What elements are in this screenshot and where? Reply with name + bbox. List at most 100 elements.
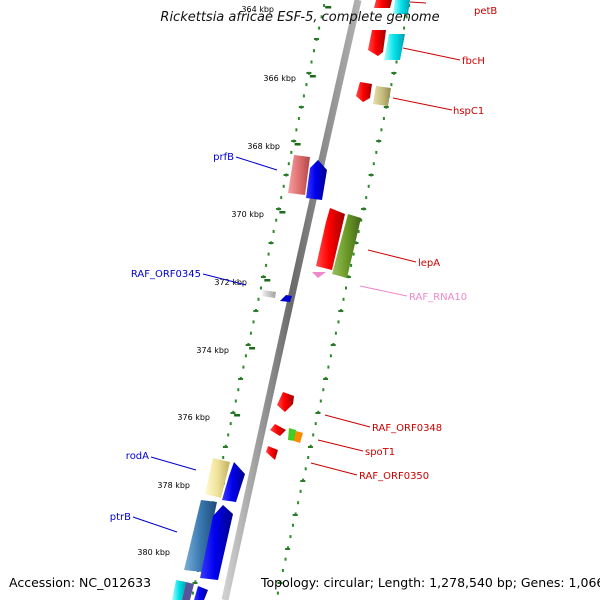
tick-label: 364 kbp [241, 5, 274, 14]
gene-label-RAF_ORF0345[interactable]: RAF_ORF0345 [131, 269, 201, 280]
track-dash [192, 582, 198, 584]
gene-label-petB[interactable]: petB [474, 6, 497, 17]
gene-label-hspC1[interactable]: hspC1 [453, 106, 484, 117]
track-dot [249, 331, 252, 335]
track-dot [302, 94, 305, 98]
genome-summary-text: Topology: circular; Length: 1,278,540 bp… [261, 575, 600, 590]
genome-backbone [221, 0, 362, 600]
track-dash [368, 174, 374, 176]
tick-mark [234, 414, 241, 417]
gene-feature[interactable] [270, 424, 286, 436]
track-dash [276, 208, 282, 210]
track-dot [342, 297, 345, 301]
gene-feature[interactable] [266, 446, 278, 460]
track-dot [234, 399, 237, 403]
track-dot [322, 388, 325, 392]
ruler: 364 kbp 366 kbp 368 kbp 370 kbp 372 kbp … [137, 5, 332, 557]
tick-label: 372 kbp [214, 278, 247, 287]
track-dot [227, 433, 230, 437]
tick-mark [325, 6, 332, 9]
gene-labels: petB fbcH hspC1 prfB lepA RAF_ORF0345 RA… [110, 6, 498, 523]
track-dot [304, 467, 307, 471]
gene-label-fbcH[interactable]: fbcH [462, 56, 485, 67]
track-dot [194, 580, 197, 584]
track-dot [297, 501, 300, 505]
track-dot [382, 117, 385, 120]
track-dot [242, 365, 245, 369]
track-dot [260, 286, 262, 290]
track-dash [291, 140, 297, 142]
track-dot [405, 15, 408, 19]
gene-label-RAF_ORF0348[interactable]: RAF_ORF0348 [372, 423, 442, 434]
track-dot [345, 286, 347, 290]
track-dot [284, 557, 287, 561]
tick-label: 368 kbp [247, 142, 280, 151]
track-dot [395, 60, 398, 64]
track-dash [238, 378, 244, 380]
track-dot [337, 320, 340, 324]
track-dot [290, 150, 293, 154]
gene-feature[interactable] [200, 505, 233, 580]
tick-label: 380 kbp [137, 548, 170, 557]
track-dot [281, 569, 284, 572]
gene-feature[interactable] [194, 586, 208, 600]
gene-label-RAF_ORF0350[interactable]: RAF_ORF0350 [359, 471, 429, 482]
track-dot [297, 117, 300, 120]
gene-label-ptrB[interactable]: ptrB [110, 512, 131, 523]
track-dot [357, 230, 360, 233]
gene-feature[interactable] [373, 86, 391, 106]
gene-feature[interactable] [384, 34, 405, 60]
track-dash [314, 38, 319, 40]
track-dot [276, 591, 279, 595]
gene-label-lepA[interactable]: lepA [418, 258, 440, 269]
track-dot [237, 388, 240, 392]
track-dash [330, 344, 336, 346]
gene-feature[interactable] [262, 290, 276, 298]
gene-feature[interactable] [306, 160, 327, 200]
track-dot [310, 60, 313, 64]
gene-feature[interactable] [205, 458, 230, 498]
track-dash [268, 242, 274, 244]
gene-feature[interactable] [277, 392, 294, 412]
gene-feature[interactable] [368, 30, 386, 56]
gene-feature[interactable] [288, 155, 310, 195]
gene-feature[interactable] [356, 82, 372, 102]
gene-feature[interactable] [182, 582, 194, 600]
track-dot [257, 297, 260, 301]
track-dash [345, 276, 351, 278]
gene-feature[interactable] [288, 428, 296, 441]
gene-label-spoT1[interactable]: spoT1 [365, 447, 395, 458]
gene-label-RAF_RNA10[interactable]: RAF_RNA10 [409, 292, 467, 303]
gene-feature[interactable] [172, 580, 186, 600]
track-dot [380, 128, 383, 132]
gene-feature[interactable] [312, 272, 326, 278]
track-dot [314, 422, 317, 426]
gene-feature[interactable] [184, 500, 217, 572]
gene-feature[interactable] [280, 295, 292, 302]
gene-feature[interactable] [222, 462, 245, 502]
tick-label: 370 kbp [231, 210, 264, 219]
track-dash [306, 72, 312, 74]
track-dot [319, 399, 322, 403]
track-dot [229, 422, 232, 426]
track-dash [260, 276, 266, 278]
track-dot [318, 26, 321, 30]
track-dash [300, 480, 306, 482]
accession-text: Accession: NC_012633 [9, 575, 152, 590]
tick-mark [264, 279, 271, 282]
track-dot [222, 456, 225, 459]
gene-feature[interactable] [316, 208, 345, 270]
gene-label-rodA[interactable]: rodA [126, 451, 149, 462]
gene-feature[interactable] [294, 431, 303, 443]
tick-mark [279, 211, 286, 214]
gene-feature[interactable] [332, 214, 361, 278]
track-dot [295, 128, 298, 132]
gene-feature[interactable] [374, 0, 392, 8]
track-dot [372, 162, 375, 166]
gene-feature[interactable] [393, 0, 410, 14]
gene-label-prfB[interactable]: prfB [213, 152, 234, 163]
track-dot [287, 546, 289, 550]
track-dot [327, 365, 330, 369]
track-dot [329, 354, 332, 358]
